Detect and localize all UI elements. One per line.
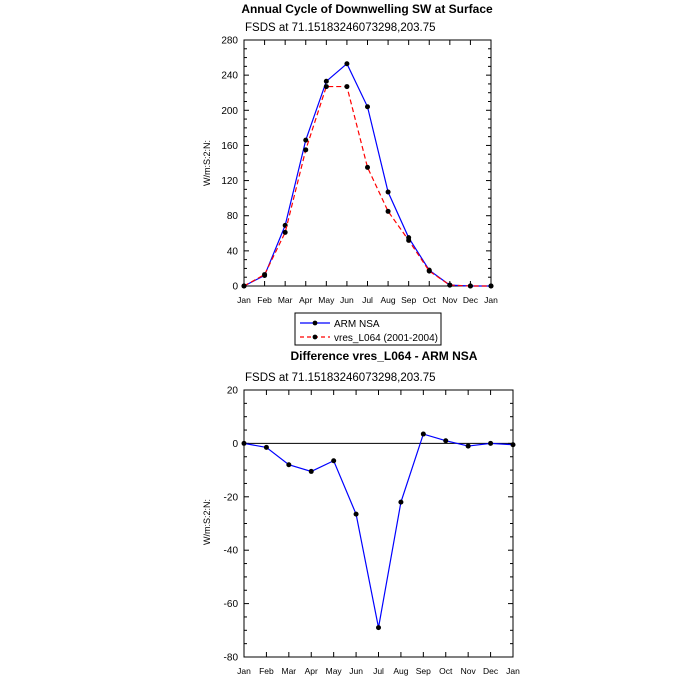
chart1-ylabel: W/m:S:2:N:: [202, 140, 212, 186]
data-point: [282, 229, 288, 235]
x-tick-label: Apr: [299, 295, 312, 305]
x-tick-label: Sep: [416, 666, 431, 676]
y-tick-label: 0: [232, 282, 238, 293]
plot-frame: [243, 39, 492, 287]
legend-label-vres: vres_L064 (2001-2004): [334, 333, 438, 344]
chart2-plot: -80 -60 -40 -20 0 20 Jan Feb Mar Apr May Jun Jul Aug S…: [224, 386, 521, 677]
y-tick-label: 200: [221, 106, 238, 117]
chart2-title: Difference vres_L064 - ARM NSA: [291, 349, 478, 363]
chart1-subtitle: FSDS at 71.15183246073298,203.75: [245, 22, 436, 34]
x-tick-label: Mar: [282, 666, 297, 676]
data-point: [303, 147, 309, 153]
y-tick-label: -40: [224, 546, 239, 557]
x-tick-label: Sep: [401, 295, 416, 305]
data-point: [308, 468, 314, 474]
y-tick-label: -20: [224, 492, 239, 503]
y-tick-label: 120: [221, 176, 238, 187]
x-tick-label: Apr: [305, 666, 318, 676]
y-tick-label: -80: [224, 653, 239, 664]
legend-box: [294, 312, 442, 346]
plot-frame: [243, 389, 514, 658]
data-point: [467, 283, 473, 289]
data-point: [323, 78, 329, 84]
data-point: [241, 440, 247, 446]
x-tick-label: Aug: [381, 295, 396, 305]
x-tick-label: Jan: [237, 666, 251, 676]
x-tick-label: Dec: [483, 666, 499, 676]
y-tick-label: 40: [227, 246, 239, 257]
x-tick-label: Aug: [393, 666, 408, 676]
data-point: [303, 137, 309, 143]
data-point: [488, 283, 494, 289]
y-tick-label: 0: [232, 439, 238, 450]
series-line-0: [243, 62, 491, 287]
data-point: [443, 438, 449, 444]
data-point: [365, 164, 370, 170]
data-point: [263, 444, 269, 450]
data-point: [385, 208, 391, 214]
chart1-plot: 0 40 80 120 160 200 240 280 Jan Feb Mar Apr May Jun Ju…: [221, 36, 498, 306]
data-point: [241, 283, 247, 289]
y-tick-label: 160: [221, 141, 238, 152]
data-point: [286, 462, 292, 468]
x-tick-label: Mar: [278, 295, 293, 305]
series-line-1: [243, 85, 491, 287]
data-point: [488, 440, 494, 446]
x-tick-label: Jan: [237, 295, 251, 305]
legend-marker-vres: [312, 334, 318, 340]
x-tick-label: Jul: [373, 666, 384, 676]
x-tick-label: Dec: [463, 295, 479, 305]
y-tick-label: -60: [224, 599, 239, 610]
x-tick-label: Nov: [461, 666, 477, 676]
data-point: [344, 84, 350, 90]
chart2-subtitle: FSDS at 71.15183246073298,203.75: [245, 372, 436, 384]
data-point: [426, 268, 432, 274]
data-point: [510, 442, 516, 448]
chart1-legend: ARM NSA vres_L064 (2001-2004): [294, 312, 442, 346]
chart1-title: Annual Cycle of Downwelling SW at Surfac…: [241, 2, 493, 16]
data-point: [331, 458, 337, 464]
x-tick-label: Jun: [340, 295, 354, 305]
data-point: [323, 84, 329, 90]
x-tick-label: Jul: [362, 295, 373, 305]
legend-label-arm: ARM NSA: [334, 319, 380, 330]
data-point: [385, 189, 391, 195]
data-point: [262, 272, 268, 278]
x-tick-label: Feb: [257, 295, 272, 305]
x-tick-label: Feb: [259, 666, 274, 676]
data-point: [398, 499, 404, 505]
data-point: [420, 431, 426, 437]
data-point: [353, 511, 359, 517]
x-tick-label: Oct: [423, 295, 437, 305]
series-line-0: [243, 433, 514, 628]
x-tick-label: Jan: [484, 295, 498, 305]
data-point: [344, 61, 350, 67]
x-tick-label: May: [318, 295, 335, 305]
y-tick-label: 280: [221, 36, 238, 47]
y-tick-label: 240: [221, 71, 238, 82]
x-tick-label: Jun: [349, 666, 363, 676]
x-tick-label: Oct: [439, 666, 453, 676]
data-point: [376, 625, 381, 631]
legend-marker-arm: [312, 320, 318, 326]
x-tick-label: Nov: [442, 295, 458, 305]
data-point: [406, 237, 412, 243]
y-tick-label: 20: [227, 386, 239, 397]
data-point: [447, 282, 453, 288]
y-tick-label: 80: [227, 211, 239, 222]
x-tick-label: Jan: [506, 666, 520, 676]
data-point: [365, 104, 370, 110]
x-tick-label: May: [326, 666, 343, 676]
data-point: [465, 443, 471, 449]
chart2-ylabel: W/m:S:2:N:: [202, 499, 212, 545]
